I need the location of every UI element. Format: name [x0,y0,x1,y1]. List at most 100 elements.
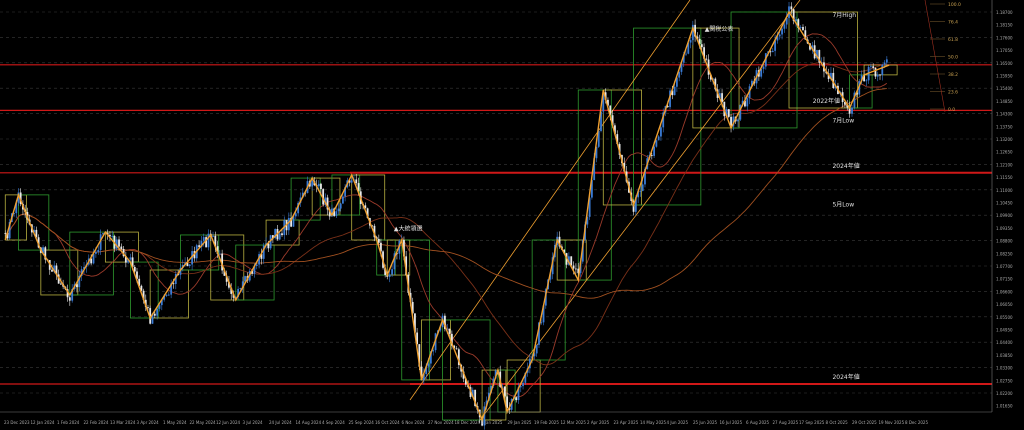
candle-body [675,77,678,87]
candle-body [551,257,554,275]
candle-body [403,239,405,257]
candle-body [153,313,156,316]
range-box [311,177,341,216]
candle-body [515,397,518,401]
candle-body [746,98,749,107]
candle-body [294,213,297,217]
time-tick-label: 12 Mar 2025 [561,420,587,425]
candle-body [538,322,540,345]
candle-body [586,216,589,225]
range-box [149,269,189,319]
time-tick-label: 23 Apr 2025 [614,420,639,425]
candle-body [865,80,868,82]
candle-body [151,313,154,324]
range-box [290,177,321,221]
price-axis[interactable]: 1.18700 1.18150 1.17600 1.17050 1.16500 1.159… [991,0,1024,430]
candle-body [17,192,20,203]
candle-body [721,93,723,102]
candle-body [501,386,504,388]
candle-body [785,18,788,25]
candle-body [464,378,467,385]
candle-body [59,283,62,285]
candle-body [698,38,701,45]
candle-body [174,273,177,284]
candle-body [799,26,802,28]
candle-body [818,50,821,63]
candle-body [744,100,746,107]
candle-body [99,234,102,250]
candle-body [510,399,513,410]
candle-body [344,187,347,197]
candle-body [57,274,60,284]
candle-body [703,47,705,59]
candle-body [678,71,681,78]
candle-body [848,107,851,114]
candle-body [371,225,374,227]
range-box [556,239,587,281]
time-tick-label: 29 Oct 2025 [852,420,877,425]
candle-body [524,372,527,383]
candle-body [563,249,566,254]
candle-body [267,243,270,249]
candle-body [335,211,338,216]
time-tick-label: 16 Oct 2024 [375,420,400,425]
candle-body [872,66,875,68]
candle-body [874,67,877,77]
candle-body [644,168,646,185]
candle-body [133,266,136,272]
candle-body [673,86,676,96]
candle-body [455,348,458,350]
price-tick-label: 1.13200 [996,137,1013,142]
candle-body [429,351,432,364]
candle-body [680,62,683,72]
candle-body [570,256,573,266]
candle-body [396,253,398,255]
candle-body [883,62,886,65]
candle-body [739,104,742,120]
candle-body [876,74,879,77]
time-tick-label: 8 Dec 2025 [905,420,928,425]
candle-body [292,216,295,227]
candle-body [37,237,40,248]
range-boxes [4,0,898,421]
candle-body [811,45,814,50]
candle-body [689,40,692,43]
candle-body [405,256,408,275]
candle-body [662,112,665,128]
moving-average-line [4,62,887,366]
candle-body [448,328,451,334]
time-tick-label: 16 Jul 2025 [720,420,743,425]
annotation-label: ▲関税公表 [705,25,734,33]
candle-body [494,370,497,379]
candle-body [138,278,141,286]
fib-label: 50.0 [948,55,958,61]
candle-body [188,264,191,267]
candle-body [816,50,818,59]
price-tick-label: 1.02750 [996,378,1013,383]
candle-body [616,134,619,145]
candle-body [827,73,830,80]
candle-body [832,72,835,89]
candle-body [158,305,161,309]
candle-body [844,102,846,105]
candle-body [165,294,168,296]
price-tick-label: 1.06600 [996,289,1013,294]
price-tick-label: 1.06050 [996,302,1013,307]
time-tick-label: 24 Jul 2024 [269,420,292,425]
candle-body [885,59,888,63]
candle-body [97,249,100,253]
time-axis[interactable]: 23 Dec 2023 12 Jan 2024 1 Feb 2024 22 Feb 2… [0,411,992,425]
candle-body [90,258,93,264]
candle-body [542,305,545,323]
range-box [401,239,430,381]
candle-body [653,146,655,156]
price-tick-label: 1.05500 [996,315,1013,320]
candle-body [366,208,369,219]
candle-body [760,68,763,77]
annotation-label: 7月Low [832,117,854,124]
candle-body [607,99,609,106]
range-box [4,194,27,241]
candle-body [709,74,712,80]
candle-body [207,233,210,248]
